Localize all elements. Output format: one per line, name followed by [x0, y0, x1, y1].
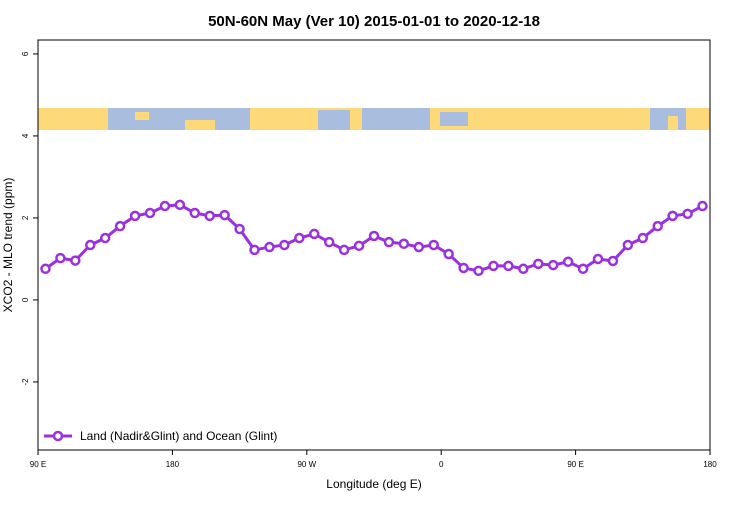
data-point: [637, 232, 649, 244]
legend-label: Land (Nadir&Glint) and Ocean (Glint): [80, 429, 277, 443]
x-axis-label: Longitude (deg E): [326, 477, 421, 491]
data-point: [697, 200, 708, 212]
map-strip: [38, 108, 710, 130]
data-point: [70, 255, 81, 266]
data-point: [144, 207, 156, 219]
data-point: [279, 239, 290, 251]
data-point: [264, 241, 275, 253]
data-point: [488, 260, 499, 272]
data-point: [622, 239, 634, 251]
data-point: [174, 199, 186, 211]
data-point: [309, 228, 320, 240]
y-tick-label: -2: [21, 378, 30, 386]
y-tick-label: 6: [21, 51, 30, 56]
data-point: [234, 223, 245, 235]
data-point: [189, 207, 201, 219]
y-tick-label: 4: [21, 133, 30, 138]
data-point: [428, 239, 439, 251]
data-point: [204, 210, 215, 222]
chart-title: 50N-60N May (Ver 10) 2015-01-01 to 2020-…: [208, 13, 540, 30]
data-point: [458, 262, 469, 274]
y-tick-label: 2: [21, 215, 30, 220]
data-point: [398, 238, 410, 250]
data-point: [294, 232, 305, 244]
data-point: [99, 232, 111, 244]
data-point: [473, 265, 484, 277]
data-point: [577, 263, 589, 275]
data-point: [562, 256, 574, 268]
x-tick-label: 90 E: [567, 460, 583, 469]
x-tick-label: 90 E: [30, 460, 46, 469]
data-point: [129, 210, 141, 222]
data-point: [353, 240, 365, 252]
data-point: [547, 259, 559, 271]
data-point: [503, 260, 514, 272]
plot-frame: [37, 39, 711, 451]
y-tick-label: 0: [21, 297, 30, 302]
data-point: [219, 209, 230, 221]
data-point: [114, 220, 126, 232]
y-axis-label: XCO2 - MLO trend (ppm): [1, 178, 15, 313]
data-point: [338, 244, 350, 256]
data-point: [533, 258, 544, 270]
data-point: [383, 236, 395, 248]
legend-marker: [52, 430, 64, 442]
data-point: [85, 239, 96, 251]
data-point: [368, 230, 380, 242]
data-point: [607, 255, 619, 267]
data-point: [323, 236, 335, 248]
x-tick-label: 90 W: [297, 460, 316, 469]
data-point: [518, 263, 529, 275]
data-point: [159, 200, 171, 212]
x-tick-label: 180: [703, 460, 717, 469]
data-point: [592, 253, 604, 265]
data-point: [413, 241, 425, 253]
x-tick-label: 180: [166, 460, 180, 469]
data-point: [652, 220, 663, 232]
data-point: [682, 208, 693, 220]
data-point: [40, 263, 51, 275]
data-point: [667, 210, 678, 222]
data-point: [55, 252, 66, 264]
data-point: [249, 244, 260, 256]
data-point: [443, 248, 454, 260]
x-tick-label: 0: [439, 460, 444, 469]
